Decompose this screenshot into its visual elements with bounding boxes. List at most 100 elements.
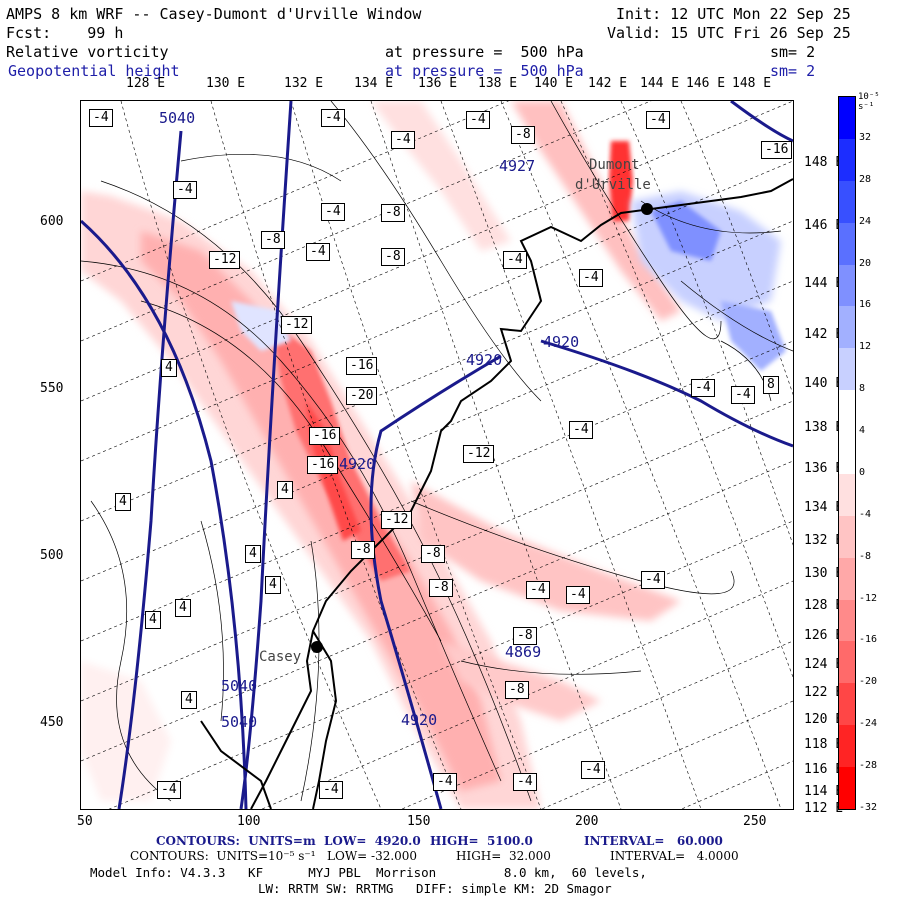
colorbar-segment [839,599,855,642]
colorbar-label: 4 [859,425,866,437]
lon-label: 142 E [588,76,628,91]
vorticity-value-label: -16 [761,141,793,159]
colorbar-segment [839,180,855,224]
colorbar-segment [839,767,855,810]
field2-name: Geopotential height [8,62,180,80]
y-tick-label: 550 [40,381,64,396]
lon-label: 134 E [354,76,394,91]
vorticity-value-label: -8 [511,126,535,144]
vorticity-value-label: -12 [281,316,313,334]
geopotential-label: 4869 [505,643,542,661]
geopotential-label: 5040 [221,677,258,695]
y-tick-label: 500 [40,548,64,563]
vorticity-value-label: 4 [265,576,281,594]
colorbar-label: -12 [859,592,878,604]
lon-label: 144 E [640,76,680,91]
vorticity-value-label: -4 [581,761,605,779]
vorticity-value-label: -4 [89,109,113,127]
footer-geo-interval: INTERVAL= 60.000 [584,834,723,848]
footer-geo-contours: CONTOURS: UNITS=m LOW= 4920.0 [156,834,421,848]
vorticity-value-label: -8 [381,248,405,266]
lon-label: 140 E [534,76,574,91]
lon-label: 146 E [686,76,726,91]
vorticity-value-label: -16 [309,427,341,445]
field1-level: at pressure = 500 hPa [385,43,584,61]
vorticity-value-label: -8 [505,681,529,699]
station-label-casey: Casey [259,649,302,665]
dumont-station-marker [641,203,653,215]
colorbar-segment [839,725,855,768]
colorbar-units: 10⁻⁵ s⁻¹ [858,92,880,112]
lon-label: 130 E [206,76,246,91]
vorticity-value-label: -4 [173,181,197,199]
colorbar-segment [839,306,855,349]
vorticity-value-label: 4 [245,545,261,563]
lon-label: 138 E [478,76,518,91]
geopotential-label: 4920 [543,333,580,351]
map-panel[interactable]: Casey Dumont d'Urville 5040 5040 5040 49… [80,100,794,810]
colorbar [838,96,856,810]
x-tick-label: 150 [407,814,431,829]
lon-label: 128 E [126,76,166,91]
vorticity-value-label: -4 [157,781,181,799]
footer-geo-high: HIGH= 5100.0 [430,834,533,848]
footer-vort-contours: CONTOURS: UNITS=10⁻⁵ s⁻¹ LOW= -32.000 [130,849,418,863]
footer-physics: LW: RRTM SW: RRTMG DIFF: simple KM: 2D S… [258,881,612,896]
station-label-dumont: Dumont [589,157,640,173]
colorbar-label: -4 [859,508,872,520]
colorbar-label: -28 [859,760,878,772]
colorbar-label: 0 [859,466,866,478]
x-tick-label: 200 [575,814,599,829]
field1-name: Relative vorticity [6,43,169,61]
vorticity-value-label: -4 [306,243,330,261]
field2-level: at pressure = 500 hPa [385,62,584,80]
footer-vort-high: HIGH= 32.000 [456,849,551,863]
x-tick-label: 50 [77,814,93,829]
colorbar-label: 12 [859,341,872,353]
colorbar-label: -24 [859,718,878,730]
vorticity-value-label: 4 [145,611,161,629]
x-tick-label: 250 [743,814,767,829]
casey-station-marker [311,641,323,653]
vorticity-value-label: -8 [351,541,375,559]
colorbar-segment [839,222,855,266]
geopotential-label: 5040 [221,713,258,731]
vorticity-value-label: 4 [161,359,177,377]
vorticity-value-label: 4 [115,493,131,511]
station-label-durville: d'Urville [575,177,651,193]
vorticity-value-label: -4 [319,781,343,799]
colorbar-segment [839,390,855,433]
colorbar-segment [839,557,855,601]
field2-smooth: sm= 2 [770,62,816,80]
colorbar-label: 32 [859,131,872,143]
lon-label: 148 E [732,76,772,91]
footer-vort-interval: INTERVAL= 4.0000 [610,849,739,863]
vorticity-value-label: -4 [646,111,670,129]
y-tick-label: 600 [40,214,64,229]
forecast-hour: Fcst: 99 h [6,24,124,42]
vorticity-value-label: 8 [763,376,779,394]
colorbar-segment [839,97,855,140]
vorticity-value-label: -4 [321,203,345,221]
field1-smooth: sm= 2 [770,43,816,61]
vorticity-value-label: -4 [433,773,457,791]
vorticity-value-label: -12 [463,445,495,463]
vorticity-value-label: -4 [526,581,550,599]
vorticity-value-label: -8 [381,204,405,222]
geopotential-label: 4927 [499,157,536,175]
vorticity-value-label: -4 [466,111,490,129]
geopotential-label: 5040 [159,109,196,127]
colorbar-label: 8 [859,383,866,395]
colorbar-label: 24 [859,215,872,227]
geopotential-label: 4920 [466,351,503,369]
lon-label: 136 E [418,76,458,91]
vorticity-value-label: -16 [346,357,378,375]
colorbar-segment [839,264,855,307]
vorticity-value-label: -8 [261,231,285,249]
colorbar-segment [839,473,855,517]
colorbar-segment [839,683,855,726]
vorticity-value-label: -4 [641,571,665,589]
colorbar-segment [839,138,855,182]
vorticity-value-label: -8 [429,579,453,597]
vorticity-value-label: -4 [321,109,345,127]
